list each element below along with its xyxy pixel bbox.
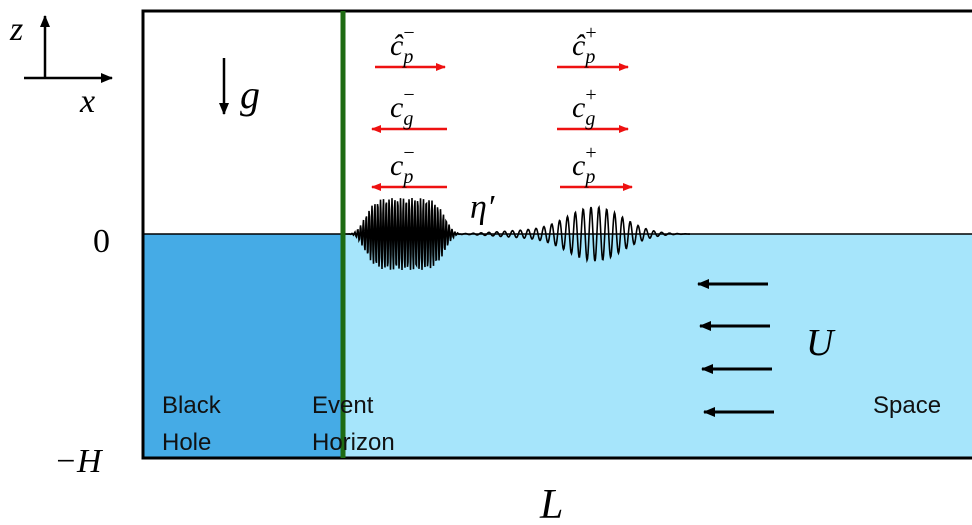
velocity-label-symbol: c [390,91,403,124]
bottom-label: −H [54,443,104,480]
velocity-label-symbol: c [390,149,403,182]
velocity-label-sub: p [583,166,595,188]
velocity-label: cg− [390,84,415,130]
velocity-label-sub: p [401,46,413,68]
velocity-label: ĉp− [390,22,415,68]
velocity-label-symbol: ĉ [390,29,404,62]
velocity-label-sup: − [403,142,414,164]
velocity-label-sub: p [401,166,413,188]
length-label: L [539,482,563,525]
velocity-label-sub: g [585,108,595,130]
velocity-label-sub: g [403,108,413,130]
velocity-label-sup: + [585,142,596,164]
velocity-label-sup: + [585,84,596,106]
velocity-label-sup: − [403,22,414,44]
velocity-label: ĉp+ [572,22,597,68]
z-label: z [9,11,23,48]
black-hole-region [143,234,343,458]
gravity-label: g [240,72,260,117]
velocity-label: cg+ [572,84,597,130]
velocity-label-symbol: c [572,149,585,182]
surface-label: 0 [93,223,110,260]
velocity-label-sup: + [585,22,596,44]
region-label: Black [162,392,222,419]
x-label: x [79,83,95,120]
velocity-label: cp− [390,142,415,188]
velocity-label-symbol: ĉ [572,29,586,62]
velocity-label-symbol: c [572,91,585,124]
eta-label: η′ [470,189,495,226]
velocity-label: cp+ [572,142,597,188]
region-label: Event [312,392,374,419]
current-label: U [806,322,836,364]
velocity-label-sub: p [583,46,595,68]
wave-packets [345,197,690,271]
velocity-label-sup: − [403,84,414,106]
region-label: Space [873,392,941,419]
region-label: Horizon [312,429,395,456]
region-label: Hole [162,429,211,456]
